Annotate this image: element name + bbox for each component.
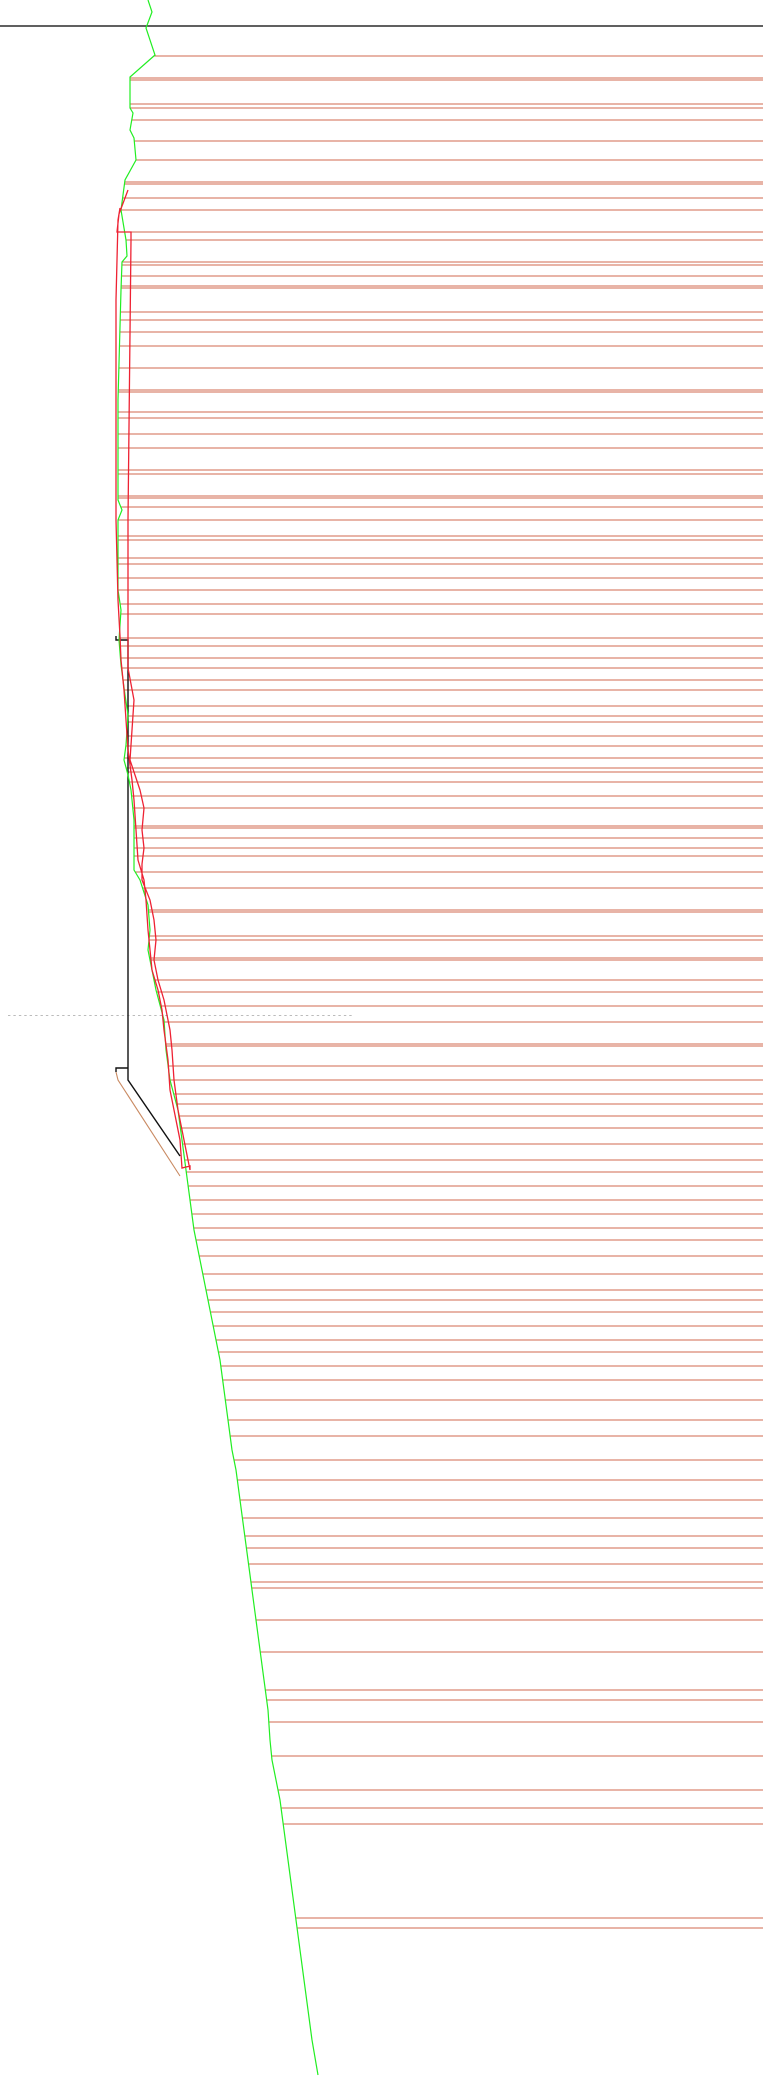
dashed-marker-row: — — — — — — — — — — — — — — — — — — — — …	[8, 1013, 352, 1018]
red-profile	[115, 189, 191, 1171]
green-profile	[117, 0, 319, 2076]
strata-lines	[118, 55, 763, 1929]
tan-outline	[115, 1071, 181, 1177]
